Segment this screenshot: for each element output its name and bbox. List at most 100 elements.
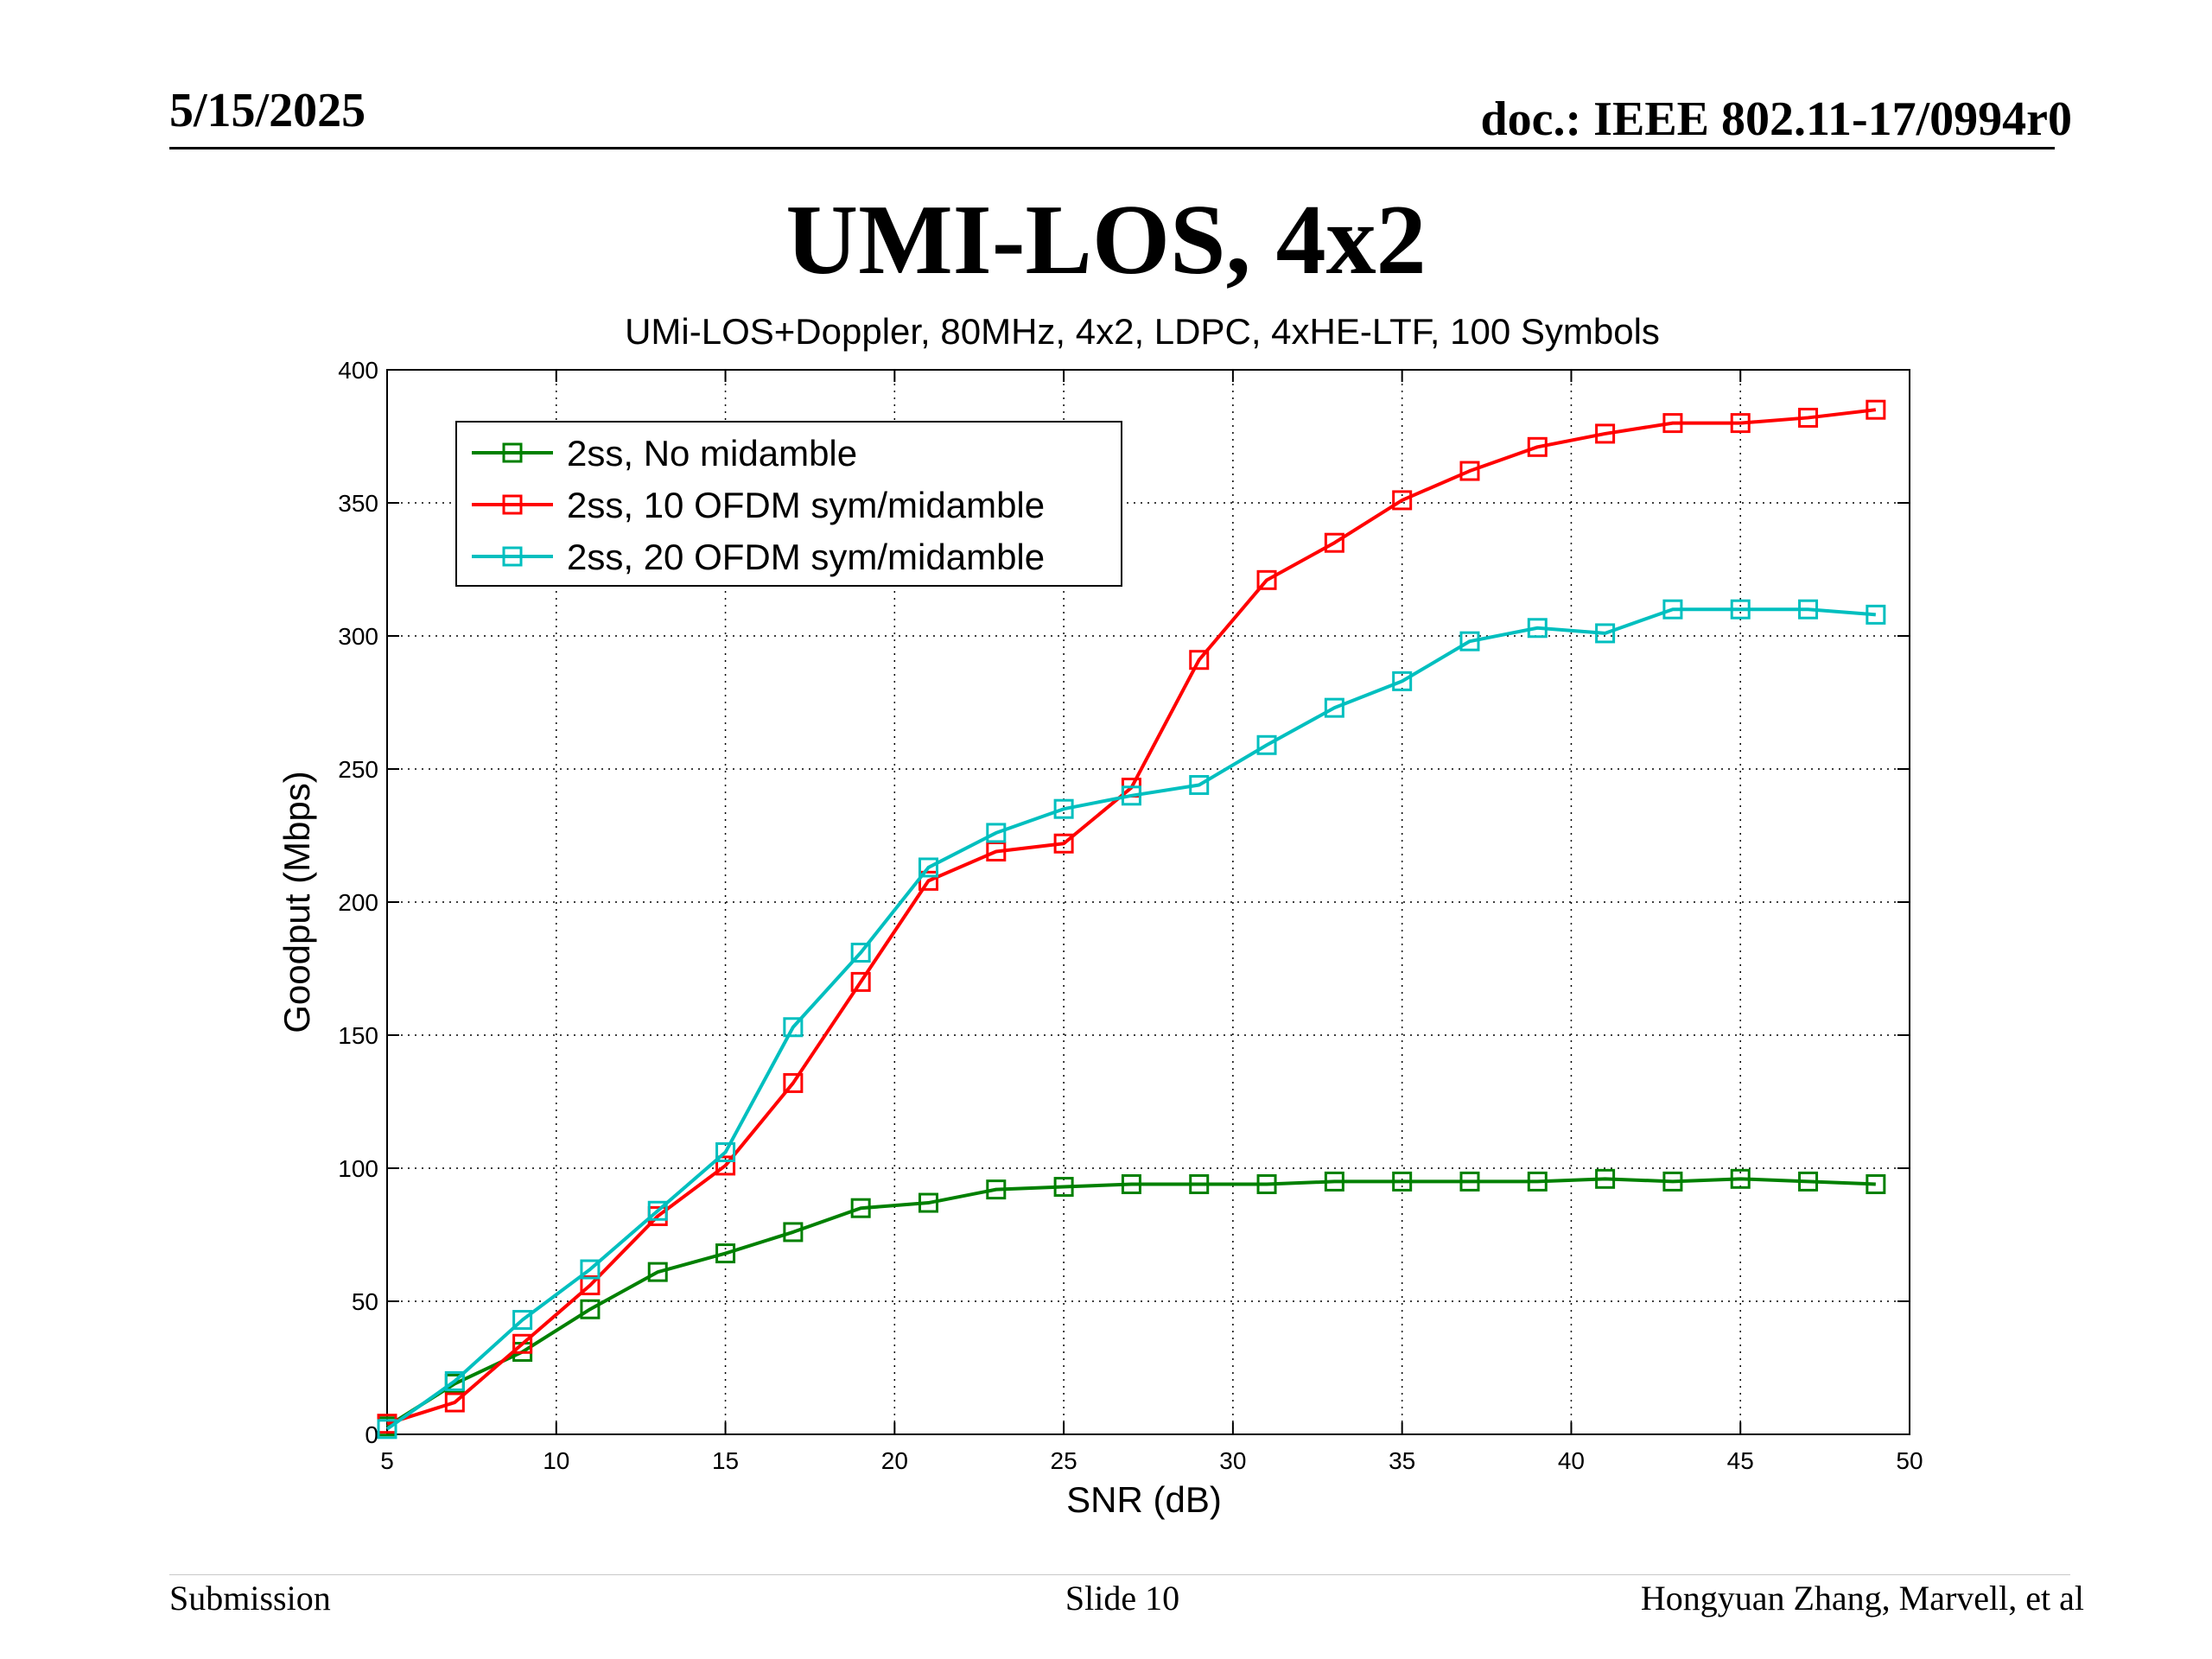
data-point-marker bbox=[1527, 1171, 1548, 1192]
data-point-marker bbox=[377, 1419, 397, 1440]
data-point-marker bbox=[1798, 1171, 1819, 1192]
x-tick-label: 25 bbox=[1051, 1447, 1077, 1474]
data-point-marker bbox=[783, 1017, 804, 1038]
data-point-marker bbox=[783, 1072, 804, 1093]
y-tick-label: 250 bbox=[338, 756, 378, 783]
legend-marker-swatch bbox=[502, 494, 523, 515]
data-point-marker bbox=[1324, 697, 1344, 718]
data-point-marker bbox=[1053, 1177, 1074, 1198]
x-tick-label: 35 bbox=[1389, 1447, 1415, 1474]
data-point-marker bbox=[512, 1333, 533, 1354]
y-axis-label: Goodput (Mbps) bbox=[276, 771, 317, 1033]
data-point-marker bbox=[715, 1142, 736, 1163]
data-point-marker bbox=[444, 1370, 465, 1391]
x-tick-label: 20 bbox=[881, 1447, 908, 1474]
x-axis-label: SNR (dB) bbox=[1066, 1479, 1222, 1520]
data-point-marker bbox=[1189, 1173, 1210, 1194]
y-tick-label: 50 bbox=[352, 1288, 378, 1315]
data-point-marker bbox=[1866, 399, 1886, 420]
chart-title: UMi-LOS+Doppler, 80MHz, 4x2, LDPC, 4xHE-… bbox=[625, 311, 1660, 352]
data-point-marker bbox=[1189, 774, 1210, 795]
data-point-marker bbox=[1730, 599, 1751, 620]
x-tick-label: 50 bbox=[1896, 1447, 1923, 1474]
data-series bbox=[377, 399, 1886, 1440]
data-point-marker bbox=[1053, 833, 1074, 854]
axis-ticks: 5 10 15 20 25 30 35 40 45 50 0 50 100 150 200 250 300 350… bbox=[338, 357, 1923, 1474]
data-point-marker bbox=[1392, 671, 1413, 691]
data-point-marker bbox=[1392, 1171, 1413, 1192]
x-tick-label: 30 bbox=[1219, 1447, 1246, 1474]
data-point-marker bbox=[580, 1259, 601, 1280]
data-point-marker bbox=[1662, 599, 1683, 620]
x-tick-label: 45 bbox=[1727, 1447, 1754, 1474]
footer-author: Hongyuan Zhang, Marvell, et al bbox=[1640, 1579, 2084, 1618]
y-tick-label: 300 bbox=[338, 623, 378, 650]
data-point-marker bbox=[1459, 631, 1480, 652]
slide-title: UMI-LOS, 4x2 bbox=[785, 185, 1427, 296]
x-tick-label: 10 bbox=[543, 1447, 569, 1474]
data-point-marker bbox=[1798, 599, 1819, 620]
data-point-marker bbox=[1121, 1173, 1141, 1194]
header-doc-id: doc.: IEEE 802.11-17/0994r0 bbox=[1480, 92, 2072, 146]
data-point-marker bbox=[1053, 798, 1074, 819]
data-point-marker bbox=[783, 1222, 804, 1243]
data-point-marker bbox=[444, 1392, 465, 1413]
data-point-marker bbox=[850, 1198, 871, 1218]
y-tick-label: 150 bbox=[338, 1022, 378, 1049]
data-point-marker bbox=[1324, 1171, 1344, 1192]
data-point-marker bbox=[1256, 734, 1277, 755]
header-rule bbox=[169, 147, 2055, 149]
data-point-marker bbox=[1730, 1168, 1751, 1189]
data-point-marker bbox=[1866, 604, 1886, 625]
data-point-marker bbox=[1527, 618, 1548, 639]
legend-label: 2ss, 20 OFDM sym/midamble bbox=[567, 537, 1045, 577]
legend-box bbox=[455, 421, 1122, 587]
data-point-marker bbox=[1459, 461, 1480, 481]
legend-entry: 2ss, 10 OFDM sym/midamble bbox=[472, 485, 1045, 525]
data-point-marker bbox=[986, 823, 1007, 843]
data-point-marker bbox=[918, 1192, 938, 1213]
data-point-marker bbox=[1595, 1168, 1616, 1189]
x-tick-label: 5 bbox=[380, 1447, 394, 1474]
data-point-marker bbox=[1121, 785, 1141, 806]
y-tick-label: 350 bbox=[338, 490, 378, 517]
chart-grid bbox=[387, 370, 1910, 1434]
y-tick-label: 200 bbox=[338, 889, 378, 916]
header-date: 5/15/2025 bbox=[169, 84, 366, 137]
data-point-marker bbox=[1730, 413, 1751, 434]
data-point-marker bbox=[1459, 1171, 1480, 1192]
y-tick-label: 100 bbox=[338, 1155, 378, 1182]
data-point-marker bbox=[986, 1179, 1007, 1200]
data-point-marker bbox=[1798, 407, 1819, 428]
data-point-marker bbox=[1662, 1171, 1683, 1192]
data-point-marker bbox=[1866, 1173, 1886, 1194]
chart-legend: 2ss, No midamble 2ss, 10 OFDM sym/midambl… bbox=[455, 421, 1122, 587]
data-point-marker bbox=[850, 943, 871, 963]
data-point-marker bbox=[850, 971, 871, 992]
series-1 bbox=[377, 1168, 1886, 1437]
legend-entry: 2ss, 20 OFDM sym/midamble bbox=[472, 537, 1045, 577]
series-3 bbox=[377, 599, 1886, 1440]
data-point-marker bbox=[1662, 413, 1683, 434]
data-point-marker bbox=[1392, 490, 1413, 511]
y-tick-label: 0 bbox=[365, 1421, 378, 1448]
data-point-marker bbox=[986, 841, 1007, 861]
legend-marker-swatch bbox=[502, 546, 523, 567]
data-point-marker bbox=[647, 1262, 668, 1282]
data-point-marker bbox=[580, 1299, 601, 1319]
data-point-marker bbox=[715, 1155, 736, 1176]
legend-marker-swatch bbox=[502, 442, 523, 463]
y-tick-label: 400 bbox=[338, 357, 378, 384]
data-point-marker bbox=[580, 1275, 601, 1296]
series-line bbox=[385, 607, 1877, 1431]
legend-label: 2ss, No midamble bbox=[567, 433, 857, 474]
footer-slide-number: Slide 10 bbox=[1065, 1579, 1180, 1618]
data-point-marker bbox=[647, 1200, 668, 1221]
data-point-marker bbox=[1595, 623, 1616, 644]
series-line bbox=[385, 1177, 1876, 1428]
footer-submission: Submission bbox=[169, 1579, 331, 1618]
data-point-marker bbox=[1324, 532, 1344, 553]
data-point-marker bbox=[1189, 650, 1210, 671]
legend-entry: 2ss, No midamble bbox=[472, 433, 857, 474]
